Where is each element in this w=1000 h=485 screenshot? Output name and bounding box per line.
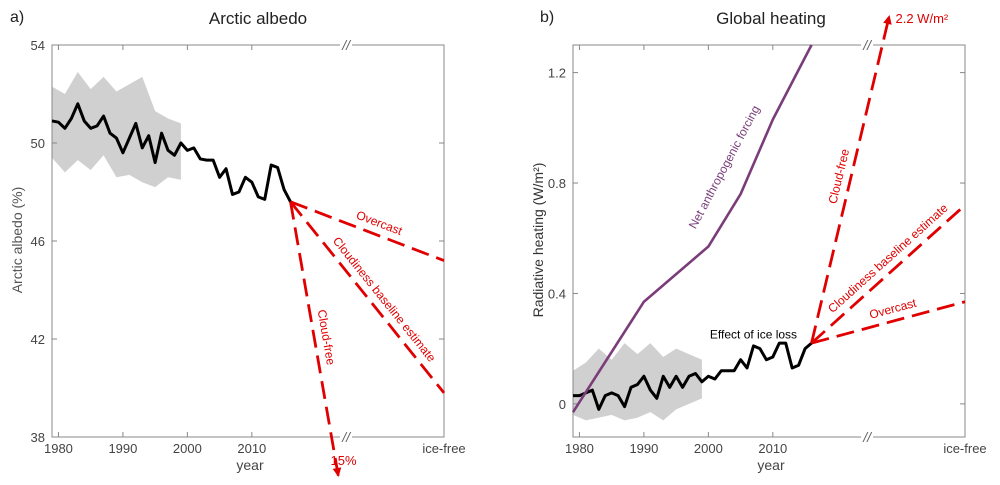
ice-loss-label: Effect of ice loss — [710, 328, 797, 342]
axis-break-gap — [340, 39, 353, 51]
panel-a-ylabel: Arctic albedo (%) — [9, 187, 25, 294]
arctic-albedo-panel: a) Arctic albedo Arctic albedo (%) year … — [9, 9, 466, 478]
x-tick-label: 2010 — [758, 441, 787, 456]
cloud-free-end-label: 2.2 W/m² — [896, 11, 949, 26]
scenario-line — [811, 300, 966, 345]
panel-a-title: Arctic albedo — [209, 9, 307, 28]
panel-b-label: b) — [540, 9, 554, 26]
plot-frame — [572, 44, 966, 438]
observed-line — [573, 341, 813, 411]
x-tick-label: 1980 — [565, 441, 594, 456]
observed-line — [51, 102, 292, 203]
y-tick-label: 54 — [31, 38, 45, 53]
scenario-arrowhead — [883, 15, 892, 25]
global-heating-panel: b) Global heating Radiative heating (W/m… — [530, 9, 987, 473]
x-tick-label: 2000 — [694, 441, 723, 456]
y-tick-label: 0.4 — [548, 286, 566, 301]
scenario-line — [810, 14, 891, 344]
y-tick-label: 1.2 — [548, 66, 566, 81]
ice-free-tick-label: ice-free — [943, 441, 986, 456]
panel-b-ylabel: Radiative heating (W/m²) — [530, 163, 546, 318]
forcing-line — [571, 44, 813, 413]
scenario-line — [289, 200, 446, 394]
scenario-label: Overcast — [354, 208, 404, 238]
panel-b-xlabel: year — [757, 457, 785, 473]
x-tick-label: 2000 — [173, 441, 202, 456]
x-tick-label: 1980 — [44, 441, 73, 456]
y-tick-label: 50 — [31, 136, 45, 151]
axis-break-gap — [861, 39, 874, 51]
axis-break-mark: // — [862, 37, 873, 53]
axis-break-mark: // — [341, 37, 352, 53]
scenario-arrowhead — [332, 467, 342, 477]
scenario-line — [290, 200, 445, 262]
y-tick-label: 0.8 — [548, 176, 566, 191]
scenario-line — [810, 204, 966, 345]
x-tick-label: 2010 — [237, 441, 266, 456]
panel-a-label: a) — [10, 9, 24, 26]
axis-break-gap — [861, 431, 874, 443]
axis-break-mark: // — [862, 429, 873, 445]
y-tick-label: 46 — [31, 234, 45, 249]
axis-break-mark: // — [341, 429, 352, 445]
y-tick-label: 42 — [31, 332, 45, 347]
y-tick-label: 38 — [31, 430, 45, 445]
ice-free-tick-label: ice-free — [422, 441, 465, 456]
axis-break-gap — [340, 431, 353, 443]
cloud-free-end-label: 15% — [331, 453, 357, 468]
scenario-label: Cloudiness baseline estimate — [825, 201, 951, 316]
panel-b-title: Global heating — [716, 9, 826, 28]
panel-a-xlabel: year — [236, 457, 264, 473]
x-tick-label: 1990 — [108, 441, 137, 456]
scenario-label: Cloud-free — [826, 147, 853, 205]
x-tick-label: 1990 — [629, 441, 658, 456]
scenario-label: Overcast — [868, 296, 919, 322]
scenario-line — [289, 201, 340, 478]
y-tick-label: 0 — [559, 397, 566, 412]
ensemble-range — [52, 71, 181, 188]
